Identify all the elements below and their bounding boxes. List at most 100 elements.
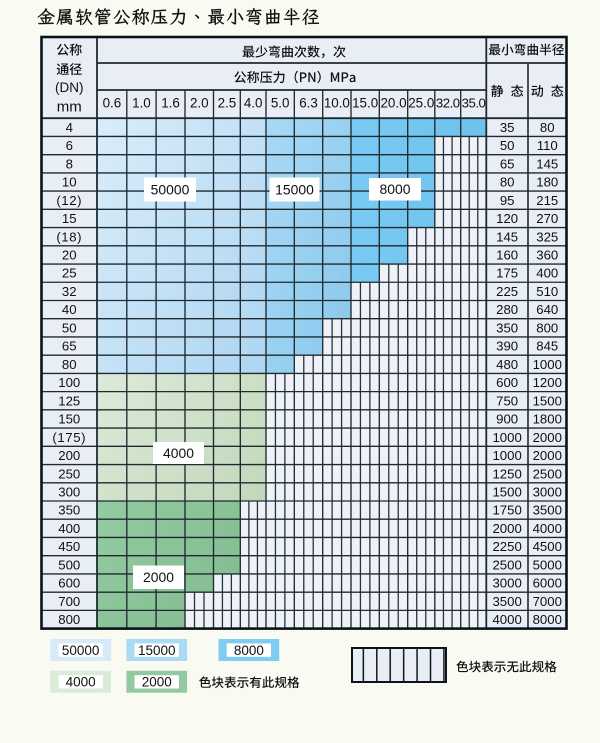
svg-text:2000: 2000 bbox=[533, 430, 562, 445]
svg-text:270: 270 bbox=[536, 211, 558, 226]
svg-text:95: 95 bbox=[500, 193, 515, 208]
svg-text:5000: 5000 bbox=[533, 557, 562, 572]
svg-text:80: 80 bbox=[62, 357, 77, 372]
svg-text:80: 80 bbox=[500, 175, 515, 190]
svg-text:65: 65 bbox=[500, 156, 515, 171]
svg-text:175: 175 bbox=[496, 266, 518, 281]
svg-text:35.0: 35.0 bbox=[462, 96, 486, 111]
svg-text:(12): (12) bbox=[56, 193, 82, 208]
svg-text:(DN): (DN) bbox=[55, 80, 84, 95]
svg-text:1.0: 1.0 bbox=[132, 96, 151, 111]
svg-text:300: 300 bbox=[58, 484, 80, 499]
svg-text:2.5: 2.5 bbox=[218, 96, 237, 111]
svg-text:10.0: 10.0 bbox=[324, 96, 350, 111]
svg-text:215: 215 bbox=[536, 193, 558, 208]
svg-text:400: 400 bbox=[58, 521, 80, 536]
svg-text:1000: 1000 bbox=[492, 448, 521, 463]
svg-text:160: 160 bbox=[496, 248, 518, 263]
svg-text:25.0: 25.0 bbox=[408, 96, 434, 111]
svg-text:1750: 1750 bbox=[492, 503, 521, 518]
svg-text:4000: 4000 bbox=[66, 675, 96, 690]
svg-text:600: 600 bbox=[58, 576, 80, 591]
svg-text:(18): (18) bbox=[56, 229, 82, 244]
svg-text:2250: 2250 bbox=[492, 539, 521, 554]
svg-text:10: 10 bbox=[62, 175, 77, 190]
svg-text:2500: 2500 bbox=[533, 466, 562, 481]
svg-text:225: 225 bbox=[496, 284, 518, 299]
svg-text:1000: 1000 bbox=[533, 357, 562, 372]
svg-text:15.0: 15.0 bbox=[352, 96, 378, 111]
svg-text:145: 145 bbox=[496, 229, 518, 244]
svg-text:(175): (175) bbox=[52, 430, 86, 445]
svg-text:8000: 8000 bbox=[533, 612, 562, 627]
svg-text:250: 250 bbox=[58, 466, 80, 481]
svg-text:700: 700 bbox=[58, 594, 80, 609]
svg-text:150: 150 bbox=[58, 412, 80, 427]
svg-text:65: 65 bbox=[62, 339, 77, 354]
svg-text:800: 800 bbox=[536, 320, 558, 335]
svg-text:2000: 2000 bbox=[143, 569, 174, 585]
svg-text:32.0: 32.0 bbox=[436, 96, 460, 111]
svg-text:7000: 7000 bbox=[533, 594, 562, 609]
svg-text:120: 120 bbox=[496, 211, 518, 226]
svg-text:50: 50 bbox=[500, 138, 515, 153]
svg-text:360: 360 bbox=[536, 248, 558, 263]
svg-text:3500: 3500 bbox=[492, 594, 521, 609]
svg-text:2000: 2000 bbox=[533, 448, 562, 463]
svg-text:1200: 1200 bbox=[533, 375, 562, 390]
svg-text:0.6: 0.6 bbox=[103, 96, 122, 111]
svg-text:350: 350 bbox=[496, 320, 518, 335]
svg-text:400: 400 bbox=[536, 266, 558, 281]
svg-text:6000: 6000 bbox=[533, 576, 562, 591]
svg-text:8000: 8000 bbox=[380, 181, 411, 197]
svg-text:8000: 8000 bbox=[234, 643, 264, 658]
svg-text:450: 450 bbox=[58, 539, 80, 554]
svg-text:800: 800 bbox=[58, 612, 80, 627]
svg-text:480: 480 bbox=[496, 357, 518, 372]
svg-text:600: 600 bbox=[496, 375, 518, 390]
svg-text:100: 100 bbox=[58, 375, 80, 390]
svg-text:325: 325 bbox=[536, 229, 558, 244]
svg-text:mm: mm bbox=[57, 98, 82, 115]
svg-text:1500: 1500 bbox=[492, 484, 521, 499]
svg-text:4500: 4500 bbox=[533, 539, 562, 554]
svg-text:110: 110 bbox=[537, 138, 558, 153]
svg-text:5.0: 5.0 bbox=[271, 96, 290, 111]
svg-text:35: 35 bbox=[500, 120, 515, 135]
svg-text:2.0: 2.0 bbox=[190, 96, 209, 111]
svg-text:50: 50 bbox=[62, 320, 77, 335]
svg-text:3000: 3000 bbox=[533, 484, 562, 499]
svg-text:8: 8 bbox=[66, 156, 73, 171]
svg-text:350: 350 bbox=[58, 503, 80, 518]
svg-text:200: 200 bbox=[58, 448, 80, 463]
svg-text:750: 750 bbox=[496, 393, 518, 408]
svg-text:1250: 1250 bbox=[492, 466, 521, 481]
svg-text:1000: 1000 bbox=[492, 430, 521, 445]
svg-text:6: 6 bbox=[66, 138, 73, 153]
svg-text:640: 640 bbox=[536, 302, 558, 317]
svg-text:32: 32 bbox=[62, 284, 77, 299]
svg-text:280: 280 bbox=[496, 302, 518, 317]
svg-text:900: 900 bbox=[496, 412, 518, 427]
svg-text:1500: 1500 bbox=[533, 393, 562, 408]
svg-text:1800: 1800 bbox=[533, 412, 562, 427]
svg-text:125: 125 bbox=[58, 393, 80, 408]
svg-text:1.6: 1.6 bbox=[161, 96, 180, 111]
svg-text:15000: 15000 bbox=[138, 643, 176, 658]
svg-text:3500: 3500 bbox=[533, 503, 562, 518]
svg-text:4000: 4000 bbox=[533, 521, 562, 536]
svg-text:50000: 50000 bbox=[62, 643, 100, 658]
svg-text:4000: 4000 bbox=[492, 612, 521, 627]
svg-text:15000: 15000 bbox=[275, 181, 314, 197]
svg-text:4.0: 4.0 bbox=[244, 96, 263, 111]
svg-text:50000: 50000 bbox=[151, 181, 190, 197]
svg-text:15: 15 bbox=[62, 211, 77, 226]
svg-text:3000: 3000 bbox=[492, 576, 521, 591]
svg-text:2500: 2500 bbox=[492, 557, 521, 572]
svg-text:180: 180 bbox=[536, 175, 558, 190]
svg-text:4: 4 bbox=[66, 120, 73, 135]
svg-text:500: 500 bbox=[58, 557, 80, 572]
svg-text:25: 25 bbox=[62, 266, 77, 281]
svg-text:845: 845 bbox=[536, 339, 558, 354]
svg-text:145: 145 bbox=[536, 156, 558, 171]
